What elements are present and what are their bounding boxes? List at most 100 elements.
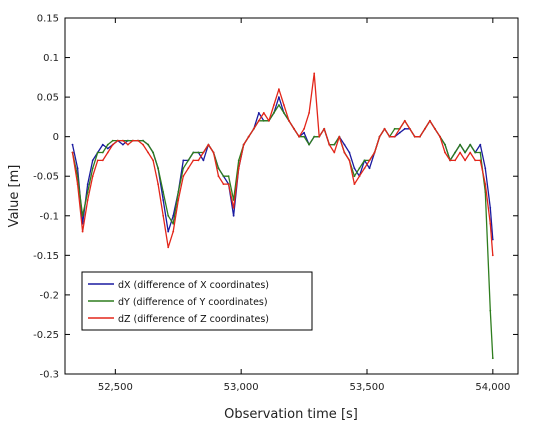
data-point-dy (222, 175, 225, 178)
data-point-dx (278, 96, 280, 98)
y-tick-label: 0.05 (37, 93, 59, 104)
x-axis-label: Observation time [s] (224, 407, 358, 422)
data-point-dz (152, 159, 155, 162)
data-point-dy (491, 357, 494, 360)
data-point-dz (474, 159, 477, 162)
x-tick-label: 52,500 (98, 382, 133, 393)
data-point-dy (111, 139, 114, 142)
data-point-dy (313, 135, 316, 138)
data-point-dy (393, 127, 396, 130)
data-point-dy (489, 309, 492, 312)
data-point-dz (122, 139, 124, 142)
data-point-dz (177, 199, 180, 201)
data-point-dx (202, 159, 205, 162)
data-point-dy (283, 112, 285, 114)
data-point-dy (444, 143, 446, 146)
data-point-dy (273, 112, 275, 114)
data-point-dz (469, 151, 472, 154)
data-point-dx (353, 167, 356, 170)
data-point-dz (96, 159, 99, 162)
data-point-dy (469, 143, 472, 146)
data-point-dz (308, 112, 310, 114)
data-point-dz (157, 183, 160, 186)
data-point-dz (116, 139, 119, 142)
data-point-dz (484, 183, 487, 186)
data-point-dz (403, 119, 406, 122)
data-point-dy (227, 175, 230, 178)
data-point-dy (464, 151, 466, 154)
data-point-dx (368, 167, 371, 170)
data-point-dz (353, 183, 356, 186)
data-point-dx (303, 131, 305, 134)
x-tick-label: 54,000 (475, 382, 510, 393)
data-point-dy (459, 143, 461, 146)
data-point-dz (338, 135, 341, 138)
data-point-dy (81, 214, 84, 217)
data-point-dx (101, 143, 104, 146)
x-tick-label: 53,500 (350, 382, 385, 393)
data-point-dy (479, 151, 482, 154)
data-point-dz (187, 167, 190, 170)
data-point-dy (454, 151, 456, 154)
data-point-dz (86, 199, 89, 201)
x-tick-label: 53,000 (224, 382, 259, 393)
data-point-dz (373, 151, 376, 154)
data-point-dz (132, 139, 134, 142)
y-axis: 0.15 0.1 0.05 0 -0.05 -0.1 -0.15 -0.2 -0.25 -0.3 (33, 14, 518, 381)
data-point-dz (217, 175, 220, 178)
y-tick-label: -0.15 (33, 251, 59, 262)
data-point-dy (172, 222, 175, 225)
data-point-dy (187, 159, 190, 162)
data-point-dz (288, 119, 290, 122)
data-point-dz (343, 151, 346, 154)
series-layer (71, 72, 494, 360)
data-point-dz (454, 159, 456, 162)
data-point-dz (449, 159, 451, 162)
data-point-dy (358, 167, 361, 170)
y-tick-label: 0.15 (37, 14, 59, 25)
data-point-dy (237, 159, 240, 162)
data-point-dx (403, 127, 406, 130)
data-point-dz (106, 151, 109, 154)
data-point-dy (474, 151, 477, 154)
data-point-dz (398, 127, 401, 130)
data-point-dz (207, 143, 210, 146)
data-point-dz (434, 127, 436, 130)
data-point-dz (318, 135, 321, 138)
data-point-dz (147, 151, 150, 154)
data-point-dz (489, 222, 492, 225)
data-point-dz (202, 151, 205, 154)
data-point-dy (333, 143, 336, 146)
y-tick-label: -0.3 (39, 370, 59, 381)
data-point-dz (419, 135, 421, 138)
data-point-dz (348, 159, 351, 162)
data-point-dz (479, 159, 482, 162)
data-point-dy (86, 191, 89, 193)
data-point-dx (182, 159, 185, 162)
data-point-dz (383, 127, 386, 130)
data-point-dx (71, 143, 74, 146)
data-point-dy (127, 139, 129, 142)
data-point-dz (408, 127, 411, 130)
data-point-dy (76, 175, 79, 178)
data-point-dz (491, 254, 494, 257)
data-point-dz (333, 151, 336, 154)
data-point-dy (308, 143, 310, 146)
y-tick-label: 0 (53, 132, 59, 143)
data-point-dz (323, 127, 326, 130)
data-point-dz (197, 159, 200, 162)
data-point-dy (217, 167, 220, 170)
data-point-dz (413, 135, 416, 138)
data-point-dz (172, 230, 175, 233)
y-tick-label: 0.1 (43, 53, 59, 64)
data-point-dx (86, 183, 89, 186)
data-point-dx (162, 199, 165, 201)
data-point-dz (293, 127, 295, 130)
data-point-dz (227, 183, 230, 186)
data-point-dz (71, 151, 74, 154)
x-axis: 52,500 53,000 53,500 54,000 (98, 18, 510, 393)
data-point-dy (278, 104, 280, 106)
data-point-dz (444, 151, 446, 154)
data-point-dy (147, 143, 150, 146)
data-point-dx (122, 143, 124, 146)
